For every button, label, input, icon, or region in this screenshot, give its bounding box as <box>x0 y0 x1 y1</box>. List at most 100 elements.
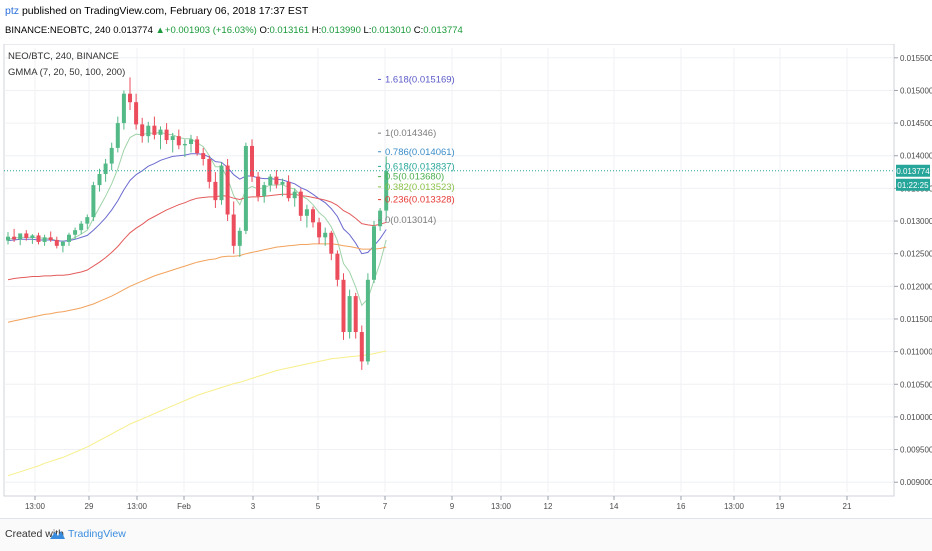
price-tick-label-11: 0.010000 <box>900 413 932 422</box>
candle-body-39 <box>243 145 248 231</box>
candle-body-9 <box>60 241 65 246</box>
candle-body-16 <box>103 163 108 175</box>
candle-body-32 <box>201 153 206 159</box>
low-label: L: <box>363 25 372 36</box>
publish-line: ptz published on TradingView.com, Februa… <box>5 5 308 17</box>
last-price-tag-value: 0.013774 <box>896 167 930 176</box>
candle-body-6 <box>42 237 47 242</box>
candle-body-17 <box>109 147 114 164</box>
candle-body-3 <box>24 233 29 239</box>
time-tick-label-3: Feb <box>177 502 191 511</box>
candle-body-36 <box>225 165 230 215</box>
publish-text: published on TradingView.com, February 0… <box>21 5 309 17</box>
candle-body-8 <box>54 239 59 246</box>
candle-body-54 <box>335 253 340 280</box>
candle-body-53 <box>329 232 334 254</box>
chart-header: ptz published on TradingView.com, Februa… <box>0 0 932 44</box>
candle-body-5 <box>36 235 41 242</box>
time-tick-label-6: 7 <box>383 502 388 511</box>
price-tick-label-6: 0.012500 <box>900 250 932 259</box>
ohlc-line: BINANCE:NEOBTC, 240 0.013774 ▲+0.001903 … <box>5 25 463 36</box>
time-tick-label-1: 29 <box>85 502 94 511</box>
open-label: O: <box>259 25 270 36</box>
candle-body-49 <box>304 209 309 216</box>
candle-body-45 <box>280 181 285 185</box>
candle-body-34 <box>213 181 218 201</box>
candle-body-58 <box>359 332 364 362</box>
candle-body-15 <box>97 174 102 186</box>
footer: Created with TradingView <box>0 518 932 551</box>
candle-body-20 <box>128 93 132 103</box>
candle-body-60 <box>372 226 376 280</box>
candle-body-38 <box>237 230 242 246</box>
last-price-tag: 0.013774 01:22:25 <box>896 164 930 191</box>
time-tick-label-8: 13:00 <box>491 502 512 511</box>
high-value: 0.013990 <box>321 25 361 36</box>
time-tick-label-14: 21 <box>843 502 852 511</box>
low-value: 0.013010 <box>371 25 412 36</box>
time-tick-label-11: 16 <box>677 502 686 511</box>
tradingview-brand[interactable]: TradingView <box>68 528 126 540</box>
candle-body-62 <box>384 170 389 211</box>
close-value: 0.013774 <box>423 25 463 36</box>
candle-body-35 <box>219 165 224 201</box>
candle-body-28 <box>176 136 181 146</box>
close-label: C: <box>413 25 424 36</box>
price-tick-label-12: 0.009500 <box>900 446 932 455</box>
candle-body-19 <box>121 93 126 124</box>
candle-body-0 <box>6 236 10 241</box>
price-tick-label-13: 0.009000 <box>900 478 932 487</box>
fib-label-5: 0.382(0.013523) <box>385 182 455 193</box>
candle-body-55 <box>341 279 346 333</box>
price-tick-label-10: 0.010500 <box>900 380 932 389</box>
candle-body-37 <box>231 214 236 246</box>
candle-body-50 <box>311 209 315 223</box>
candle-body-52 <box>323 232 328 238</box>
fib-label-2: 0.786(0.014061) <box>385 147 455 158</box>
candle-body-22 <box>140 124 145 137</box>
time-tick-label-13: 19 <box>776 502 785 511</box>
fib-levels: 1.618(0.015169) 1(0.014346) 0.786(0.014061… <box>378 74 455 226</box>
gmma-line-3 <box>7 243 387 323</box>
bar-countdown: 01:22:25 <box>897 181 929 190</box>
time-axis: 13:00 29 13:00 Feb 3 5 7 9 13:00 12 14 16 13:00 19 21 <box>25 496 852 511</box>
time-tick-label-9: 12 <box>544 502 553 511</box>
author-link[interactable]: ptz <box>5 5 20 17</box>
candle-body-59 <box>365 279 370 362</box>
open-value: 0.013161 <box>269 25 310 36</box>
price-tick-label-9: 0.011000 <box>900 348 932 357</box>
candle-body-47 <box>292 191 297 199</box>
created-with-label: Created with <box>5 528 64 540</box>
price-chart[interactable]: 0.0155000.0150000.0145000.0140000.013500… <box>0 44 932 518</box>
time-tick-label-2: 13:00 <box>127 502 148 511</box>
candle-body-41 <box>256 176 261 197</box>
candle-body-26 <box>164 129 169 141</box>
candle-body-42 <box>262 185 267 197</box>
fib-label-3: 0.618(0.013837) <box>385 161 455 172</box>
candle-body-25 <box>158 129 163 135</box>
tradingview-logo-icon <box>50 531 65 539</box>
candle-body-57 <box>353 296 358 333</box>
candle-body-56 <box>347 296 352 333</box>
candle-body-43 <box>268 176 273 186</box>
grid-lines <box>4 48 894 492</box>
legend-indicator[interactable]: GMMA (7, 20, 50, 100, 200) <box>8 67 125 78</box>
price-tick-label-8: 0.011500 <box>900 315 932 324</box>
fib-label-4: 0.5(0.013680) <box>385 172 444 183</box>
candle-body-51 <box>317 222 322 238</box>
price-tick-label-3: 0.014000 <box>900 152 932 161</box>
candle-body-12 <box>79 223 84 231</box>
fib-label-6: 0.236(0.013328) <box>385 195 455 206</box>
candle-body-7 <box>48 237 53 240</box>
price-tick-label-5: 0.013000 <box>900 217 932 226</box>
price-tick-label-2: 0.014500 <box>900 119 932 128</box>
candle-body-29 <box>182 143 187 146</box>
candle-body-27 <box>170 136 175 141</box>
time-tick-label-0: 13:00 <box>25 502 46 511</box>
candles <box>6 77 389 370</box>
candle-body-4 <box>30 235 35 239</box>
time-tick-label-12: 13:00 <box>724 502 745 511</box>
candle-body-2 <box>18 233 23 240</box>
last-price: 0.013774 <box>113 25 153 36</box>
fib-label-0: 1.618(0.015169) <box>385 74 455 85</box>
